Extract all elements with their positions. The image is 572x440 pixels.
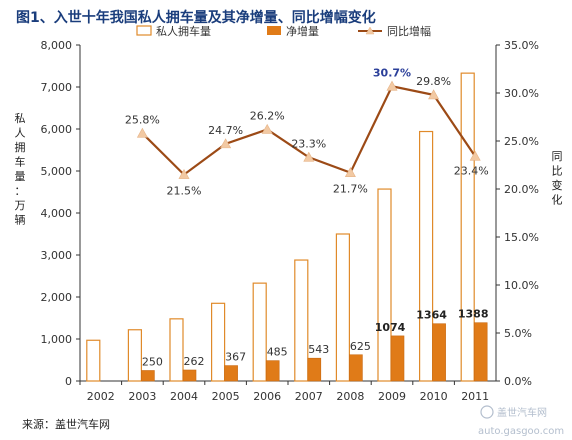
x-tick-label: 2011 (461, 390, 489, 403)
y-axis-left-label: 私人拥车量：万辆 (15, 112, 26, 227)
growth-point-marker (344, 167, 356, 177)
growth-label: 25.8% (125, 113, 160, 126)
legend-label-line: 同比增幅 (387, 24, 431, 38)
legend-label-stock: 私人拥车量 (156, 24, 211, 38)
legend: 私人拥车量 净增量 同比增幅 (136, 24, 431, 38)
net-increase-label: 485 (267, 346, 288, 359)
data-labels: 250 262 367 485 543 625 1074 1364 1388 25.8% 21.5%… (125, 66, 489, 368)
y-left-tick-label: 2,000 (41, 291, 73, 304)
bar-private-stock (460, 72, 475, 382)
growth-label: 23.4% (454, 164, 489, 177)
bar-private-stock (335, 233, 350, 382)
net-increase-label: 367 (225, 351, 246, 364)
growth-label: 30.7% (373, 66, 411, 79)
chart-title: 图1、入世十年我国私人拥车量及其净增量、同比增幅变化 (16, 9, 376, 26)
x-tick-label: 2004 (170, 390, 198, 403)
growth-point-marker (261, 123, 273, 134)
bar-net-increase (182, 369, 197, 382)
y-left-tick-label: 3,000 (41, 249, 73, 262)
growth-point-marker (136, 127, 148, 138)
watermark: 盖世汽车网 auto.gasgoo.com (478, 405, 564, 437)
growth-point-marker (386, 80, 398, 91)
y-left-tick-label: 6,000 (41, 123, 73, 136)
growth-point-marker (428, 89, 440, 100)
legend-swatch-stock (136, 25, 152, 36)
y-left-tick-label: 5,000 (41, 165, 73, 178)
y-right-tick-label: 0.0% (504, 375, 532, 388)
source-note: 来源：盖世汽车网 (22, 417, 110, 431)
net-increase-label: 1074 (375, 321, 406, 334)
net-increase-label: 625 (350, 340, 371, 353)
net-increase-label: 250 (142, 356, 163, 369)
watermark-logo-icon (480, 405, 494, 419)
y-right-tick-label: 5.0% (504, 327, 532, 340)
legend-swatch-marker (365, 26, 375, 35)
growth-label: 26.2% (250, 109, 285, 122)
y-left-tick-label: 8,000 (41, 39, 73, 52)
x-tick-label: 2010 (420, 390, 448, 403)
growth-point-marker (220, 138, 232, 149)
net-increase-label: 262 (184, 355, 205, 368)
growth-label: 29.8% (416, 75, 451, 88)
y-left-tick-label: 0 (65, 375, 72, 388)
y-axis-right-label: 同比变化 (552, 150, 563, 207)
y-right-tick-label: 10.0% (504, 279, 539, 292)
bar-private-stock (211, 302, 226, 382)
x-tick-label: 2006 (253, 390, 281, 403)
bar-net-increase (224, 365, 238, 382)
bar-net-increase (473, 322, 488, 382)
growth-point-marker (469, 150, 481, 161)
y-left-tick-label: 4,000 (41, 207, 73, 220)
growth-label: 24.7% (208, 124, 243, 137)
y-left-tick-label: 1,000 (41, 333, 73, 346)
x-tick-label: 2009 (378, 390, 406, 403)
growth-label: 21.5% (167, 185, 202, 198)
bar-net-increase (265, 360, 280, 382)
bar-net-increase (349, 354, 363, 382)
x-tick-label: 2005 (212, 390, 240, 403)
y-right-tick-label: 25.0% (504, 135, 539, 148)
bars (86, 72, 488, 382)
legend-swatch-net (267, 26, 281, 35)
bar-net-increase (307, 357, 322, 382)
y-right-tick-label: 35.0% (504, 39, 539, 52)
growth-point-marker (303, 151, 315, 162)
net-increase-label: 543 (308, 343, 329, 356)
bar-private-stock (294, 259, 309, 382)
watermark-brand: 盖世汽车网 (497, 406, 547, 419)
x-tick-label: 2002 (87, 390, 115, 403)
growth-line (136, 80, 481, 179)
y-right-tick-label: 15.0% (504, 231, 539, 244)
y-left-tick-label: 7,000 (41, 81, 73, 94)
bar-private-stock (169, 318, 184, 382)
legend-label-net: 净增量 (286, 24, 319, 38)
growth-label: 23.3% (291, 137, 326, 150)
bar-private-stock (127, 329, 142, 382)
y-right-tick-label: 30.0% (504, 87, 539, 100)
bar-net-increase (390, 335, 405, 382)
growth-label: 21.7% (333, 183, 368, 196)
bar-net-increase (432, 323, 446, 382)
net-increase-label: 1388 (458, 308, 489, 321)
bar-net-increase (141, 370, 155, 382)
y-right-tick-label: 20.0% (504, 183, 539, 196)
x-tick-label: 2003 (128, 390, 156, 403)
net-increase-label: 1364 (416, 309, 447, 322)
bar-private-stock (377, 188, 392, 382)
bar-private-stock (252, 282, 267, 382)
bar-private-stock (419, 130, 434, 382)
watermark-domain: auto.gasgoo.com (478, 426, 564, 437)
x-tick-label: 2008 (336, 390, 364, 403)
growth-point-marker (178, 168, 190, 179)
x-tick-label: 2007 (295, 390, 323, 403)
bar-private-stock (86, 339, 101, 382)
